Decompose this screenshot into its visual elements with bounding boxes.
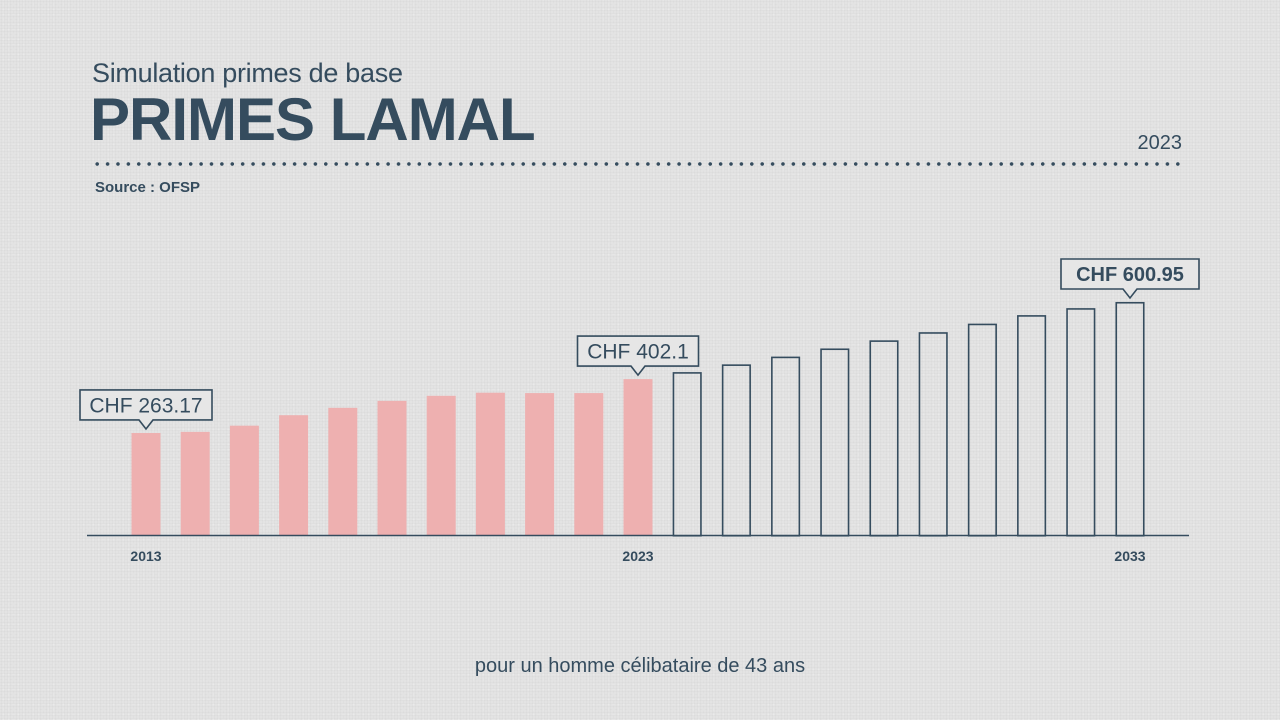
- bar-2030: [967, 323, 997, 537]
- bar-2022: [574, 393, 604, 535]
- chart-subtitle: Simulation primes de base: [92, 58, 403, 88]
- data-label-2023: CHF 402.1: [587, 341, 689, 364]
- bar-2032: [1066, 308, 1096, 537]
- bar-2029: [918, 332, 948, 537]
- bar-2033: [1115, 301, 1145, 537]
- bar-2023: [623, 379, 653, 535]
- callout-2033: CHF 600.95: [1060, 258, 1200, 300]
- callout-box: [1060, 258, 1200, 300]
- footer-note: pour un homme célibataire de 43 ans: [474, 655, 806, 677]
- bar-2017: [328, 407, 358, 535]
- chart-title: PRIMES LAMAL: [90, 86, 536, 153]
- bar-2027: [820, 348, 850, 537]
- dotted-divider: [92, 162, 1180, 166]
- callout-2013: CHF 263.17: [79, 389, 213, 431]
- year-label: 2023: [1137, 132, 1183, 154]
- tick-label-2023: 2023: [622, 548, 653, 564]
- data-label-2033: CHF 600.95: [1076, 264, 1184, 286]
- callout-2023: CHF 402.1: [576, 335, 700, 377]
- bar-2031: [1017, 315, 1047, 537]
- bar-2028: [869, 340, 899, 537]
- bar-2018: [377, 400, 407, 535]
- bar-2026: [771, 356, 801, 537]
- bar-2016: [279, 415, 309, 535]
- bar-2021: [525, 393, 555, 535]
- callout-box: [79, 389, 213, 431]
- bar-2019: [426, 395, 456, 535]
- bar-2013: [131, 432, 161, 535]
- callout-box: [576, 335, 700, 377]
- bar-2025: [721, 364, 751, 537]
- data-label-2013: CHF 263.17: [89, 395, 202, 418]
- tick-label-2033: 2033: [1114, 548, 1145, 564]
- bar-2015: [229, 425, 259, 535]
- bar-2020: [475, 392, 505, 535]
- tick-label-2013: 2013: [130, 548, 161, 564]
- bar-2024: [672, 372, 702, 537]
- bar-2014: [180, 431, 210, 535]
- source-label: Source : OFSP: [95, 179, 201, 196]
